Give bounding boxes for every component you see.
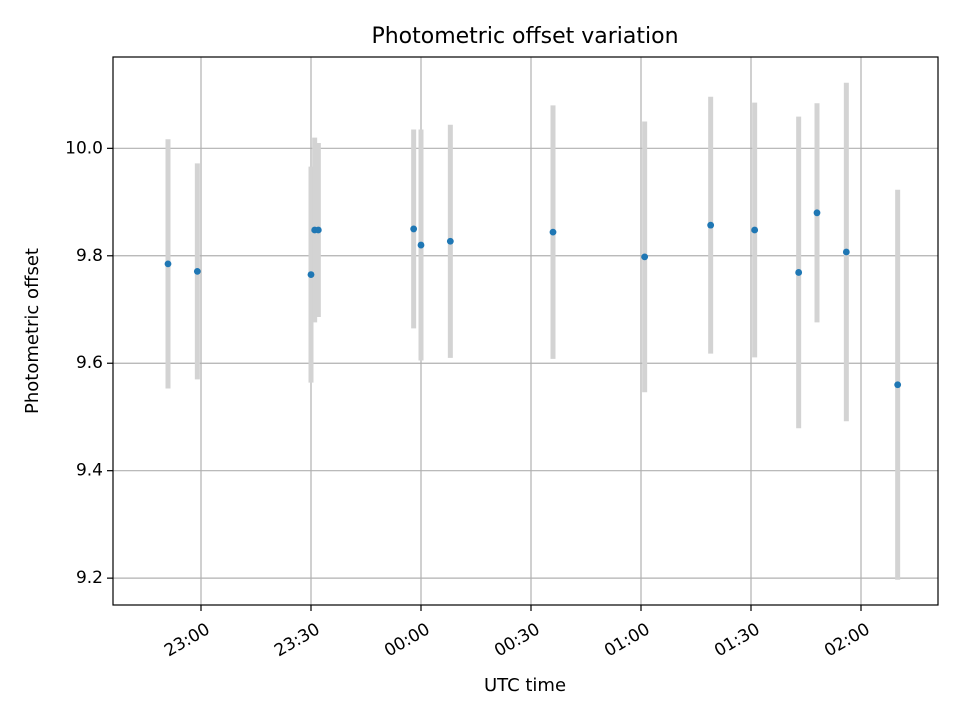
- data-point: [641, 253, 649, 261]
- y-tick-label: 9.2: [76, 568, 103, 588]
- y-tick-label: 9.4: [76, 461, 103, 481]
- data-point: [446, 237, 454, 245]
- data-point: [813, 209, 821, 217]
- data-point: [842, 248, 850, 256]
- data-point: [894, 381, 902, 389]
- data-point: [795, 269, 803, 276]
- x-axis-label: UTC time: [484, 675, 566, 696]
- chart-title: Photometric offset variation: [371, 24, 678, 49]
- y-tick-label: 9.8: [76, 246, 103, 266]
- data-point: [314, 226, 322, 234]
- data-point: [751, 226, 759, 234]
- data-point: [417, 241, 425, 249]
- y-axis-label: Photometric offset: [22, 248, 43, 414]
- y-tick-label: 9.6: [76, 353, 103, 373]
- point-layer: [164, 209, 902, 389]
- y-tick-label: 10.0: [65, 138, 103, 158]
- plot-frame: [112, 56, 939, 606]
- data-point: [410, 225, 418, 233]
- data-point: [549, 228, 557, 236]
- data-point: [307, 271, 315, 278]
- data-point: [707, 221, 715, 229]
- data-point: [193, 267, 201, 275]
- data-point: [164, 260, 172, 268]
